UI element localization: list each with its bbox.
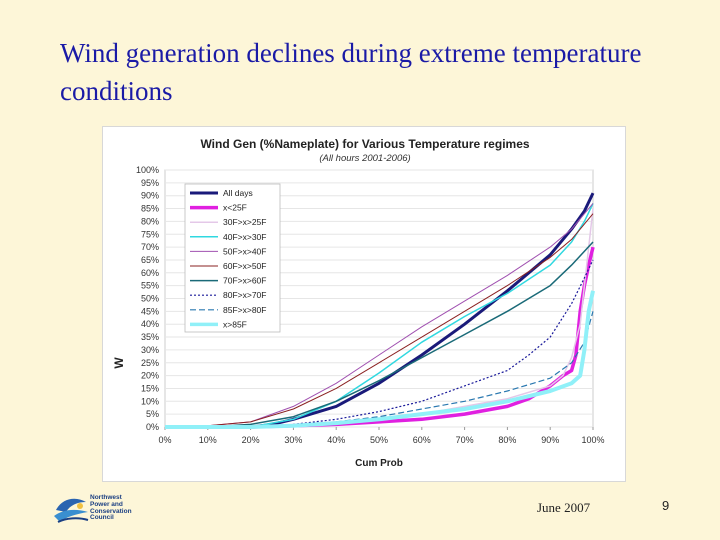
y-tick-label: 45% — [141, 306, 159, 316]
x-tick-label: 20% — [242, 435, 260, 445]
y-tick-label: 25% — [141, 358, 159, 368]
y-tick-label: 90% — [141, 191, 159, 201]
legend-label: 70F>x>60F — [223, 276, 266, 286]
legend-label: All days — [223, 188, 253, 198]
chart-subtitle: (All hours 2001-2006) — [319, 153, 410, 164]
series-line-x-85f — [165, 290, 595, 429]
legend-label: 60F>x>50F — [223, 261, 266, 271]
logo-text: Northwest Power and Conservation Council — [90, 494, 132, 522]
legend-label: 30F>x>25F — [223, 217, 266, 227]
council-logo-icon — [54, 498, 89, 523]
y-tick-label: 50% — [141, 294, 159, 304]
y-tick-label: 85% — [141, 204, 159, 214]
wind-gen-chart: 0% 5% 10% 15% 20% 25% 30% 35% 40% 45% 50% 55% 60% 65%… — [112, 137, 605, 469]
y-tick-label: 80% — [141, 216, 159, 226]
y-tick-label: 10% — [141, 396, 159, 406]
legend-label: 50F>x>40F — [223, 246, 266, 256]
y-tick-label: 0% — [146, 422, 159, 432]
legend-label: 80F>x>70F — [223, 290, 266, 300]
legend-label: 85F>x>80F — [223, 305, 266, 315]
y-tick-label: 95% — [141, 178, 159, 188]
y-tick-label: 30% — [141, 345, 159, 355]
chart-panel: 0% 5% 10% 15% 20% 25% 30% 35% 40% 45% 50% 55% 60% 65%… — [102, 126, 626, 482]
y-tick-label: 5% — [146, 409, 159, 419]
series-line-40f-x-30f — [165, 203, 594, 428]
series-line-70f-x-60f — [165, 241, 594, 428]
legend-label: 40F>x>30F — [223, 232, 266, 242]
y-tick-label: 35% — [141, 332, 159, 342]
x-tick-label: 0% — [158, 435, 171, 445]
y-tick-label: 100% — [136, 165, 159, 175]
x-tick-label: 60% — [413, 435, 431, 445]
chart-title: Wind Gen (%Nameplate) for Various Temper… — [200, 137, 529, 151]
x-tick-label: 30% — [284, 435, 302, 445]
slide-title: Wind generation declines during extreme … — [60, 38, 642, 106]
y-tick-label: 65% — [141, 255, 159, 265]
x-tick-label: 40% — [327, 435, 345, 445]
x-tick-label: 100% — [581, 435, 604, 445]
y-tick-label: 60% — [141, 268, 159, 278]
x-tick-label: 70% — [456, 435, 474, 445]
y-axis-label: W — [112, 357, 126, 369]
page-number: 9 — [662, 498, 670, 513]
series-line-60f-x-50f — [164, 213, 594, 428]
legend-label: x>85F — [223, 319, 247, 329]
y-tick-label: 40% — [141, 319, 159, 329]
y-tick-label: 20% — [141, 371, 159, 381]
y-tick-label: 75% — [141, 229, 159, 239]
x-axis-label: Cum Prob — [355, 458, 403, 469]
y-tick-label: 70% — [141, 242, 159, 252]
x-tick-label: 80% — [498, 435, 516, 445]
x-tick-label: 10% — [199, 435, 217, 445]
x-tick-label: 90% — [541, 435, 559, 445]
y-tick-label: 55% — [141, 281, 159, 291]
x-tick-label: 50% — [370, 435, 388, 445]
legend-label: x<25F — [223, 203, 247, 213]
footer-date: June 2007 — [537, 500, 591, 515]
y-tick-label: 15% — [141, 383, 159, 393]
